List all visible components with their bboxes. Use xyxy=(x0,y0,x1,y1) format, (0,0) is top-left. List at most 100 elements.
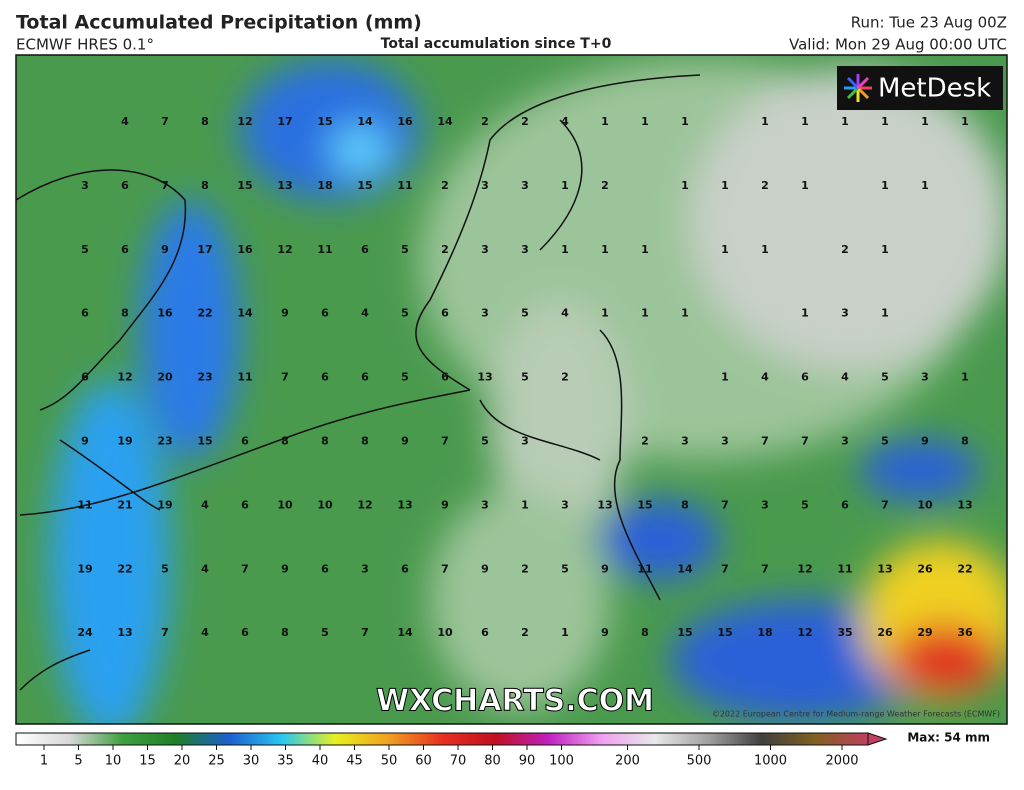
grid-value: 5 xyxy=(401,371,409,384)
grid-value: 1 xyxy=(641,243,649,256)
grid-value: 8 xyxy=(961,435,969,448)
grid-value: 2 xyxy=(761,179,769,192)
grid-value: 1 xyxy=(921,179,929,192)
grid-value: 7 xyxy=(721,562,729,575)
grid-value: 6 xyxy=(401,562,409,575)
grid-value: 22 xyxy=(197,307,212,320)
colorbar-arrow xyxy=(867,732,888,746)
colorbar xyxy=(15,732,869,746)
grid-value: 14 xyxy=(397,626,413,639)
grid-value: 3 xyxy=(481,307,489,320)
subtitle: Total accumulation since T+0 xyxy=(381,36,612,52)
grid-value: 5 xyxy=(481,435,489,448)
grid-value: 10 xyxy=(277,498,293,511)
grid-value: 19 xyxy=(117,435,132,448)
grid-value: 12 xyxy=(357,498,372,511)
map-frame xyxy=(15,54,1008,725)
grid-value: 19 xyxy=(77,562,92,575)
grid-value: 7 xyxy=(361,626,369,639)
grid-value: 3 xyxy=(841,435,849,448)
grid-value: 4 xyxy=(201,562,209,575)
grid-value: 9 xyxy=(401,435,409,448)
grid-value: 1 xyxy=(961,371,969,384)
grid-value: 4 xyxy=(761,371,769,384)
colorbar-tick-label: 35 xyxy=(277,754,294,769)
colorbar-tick-label: 70 xyxy=(450,754,467,769)
watermark: WXCHARTS.COM xyxy=(376,684,654,719)
colorbar-tick-label: 80 xyxy=(484,754,501,769)
grid-value: 4 xyxy=(201,498,209,511)
grid-value: 6 xyxy=(321,371,329,384)
grid-value: 2 xyxy=(521,115,529,128)
grid-value: 6 xyxy=(441,371,449,384)
grid-value: 1 xyxy=(681,115,689,128)
grid-value: 6 xyxy=(241,498,249,511)
grid-value: 13 xyxy=(277,179,292,192)
grid-value: 3 xyxy=(841,307,849,320)
grid-value: 15 xyxy=(197,435,212,448)
grid-value: 6 xyxy=(321,562,329,575)
grid-value: 4 xyxy=(841,371,849,384)
valid: Valid: Mon 29 Aug 00:00 UTC xyxy=(789,36,1007,54)
grid-value: 15 xyxy=(717,626,732,639)
grid-value: 6 xyxy=(841,498,849,511)
grid-value: 1 xyxy=(641,307,649,320)
grid-value: 6 xyxy=(241,435,249,448)
grid-value: 1 xyxy=(561,626,569,639)
grid-value: 5 xyxy=(401,307,409,320)
grid-value: 2 xyxy=(481,115,489,128)
grid-value: 2 xyxy=(641,435,649,448)
title: Total Accumulated Precipitation (mm) xyxy=(16,12,422,34)
grid-value: 1 xyxy=(601,307,609,320)
grid-value: 14 xyxy=(437,115,453,128)
grid-value: 7 xyxy=(161,179,169,192)
colorbar-tick-label: 20 xyxy=(174,754,191,769)
grid-value: 36 xyxy=(957,626,973,639)
grid-value: 10 xyxy=(437,626,453,639)
grid-value: 7 xyxy=(881,498,889,511)
grid-value: 11 xyxy=(237,371,252,384)
grid-value: 22 xyxy=(117,562,132,575)
grid-value: 11 xyxy=(397,179,412,192)
grid-value: 5 xyxy=(561,562,569,575)
grid-value: 6 xyxy=(241,626,249,639)
grid-value: 2 xyxy=(841,243,849,256)
grid-value: 6 xyxy=(81,371,89,384)
grid-value: 8 xyxy=(681,498,689,511)
grid-value: 7 xyxy=(241,562,249,575)
grid-value: 1 xyxy=(681,307,689,320)
grid-value: 2 xyxy=(441,243,449,256)
colorbar-tick-label: 60 xyxy=(415,754,432,769)
grid-value: 16 xyxy=(237,243,253,256)
grid-value: 7 xyxy=(761,562,769,575)
grid-value: 15 xyxy=(237,179,252,192)
grid-value: 1 xyxy=(721,179,729,192)
grid-value: 16 xyxy=(397,115,413,128)
grid-value: 6 xyxy=(361,371,369,384)
grid-value: 17 xyxy=(277,115,292,128)
grid-value: 14 xyxy=(677,562,693,575)
grid-value: 5 xyxy=(881,371,889,384)
grid-value: 11 xyxy=(837,562,852,575)
grid-value: 14 xyxy=(357,115,373,128)
grid-value: 8 xyxy=(321,435,329,448)
grid-value: 1 xyxy=(761,115,769,128)
grid-value: 4 xyxy=(361,307,369,320)
grid-value: 1 xyxy=(841,115,849,128)
grid-value: 13 xyxy=(117,626,132,639)
grid-value: 1 xyxy=(561,179,569,192)
grid-value: 1 xyxy=(801,307,809,320)
grid-value: 6 xyxy=(441,307,449,320)
grid-value: 13 xyxy=(477,371,492,384)
grid-value: 15 xyxy=(637,498,652,511)
grid-value: 4 xyxy=(121,115,129,128)
grid-value: 1 xyxy=(721,243,729,256)
logo-icon xyxy=(844,74,872,102)
grid-value: 6 xyxy=(361,243,369,256)
grid-value: 6 xyxy=(81,307,89,320)
grid-value: 7 xyxy=(161,115,169,128)
grid-value: 18 xyxy=(757,626,772,639)
colorbar-tick-label: 1000 xyxy=(754,754,787,769)
grid-value: 5 xyxy=(321,626,329,639)
